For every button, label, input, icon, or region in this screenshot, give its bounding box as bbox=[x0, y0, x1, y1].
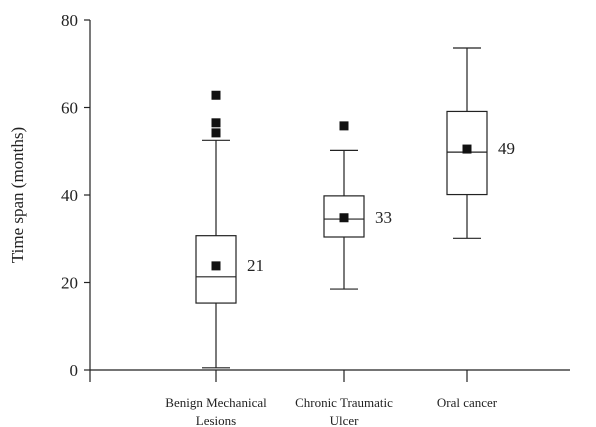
outlier-point bbox=[339, 121, 349, 131]
box-group: 49 bbox=[446, 47, 515, 239]
mean-label: 49 bbox=[498, 139, 515, 158]
x-category-label: Chronic Traumatic bbox=[295, 395, 393, 410]
outlier-point bbox=[211, 118, 221, 128]
y-tick-label: 40 bbox=[61, 186, 78, 205]
x-category-label: Ulcer bbox=[330, 413, 360, 427]
x-category-label: Oral cancer bbox=[437, 395, 498, 410]
mean-marker bbox=[339, 213, 349, 223]
mean-marker bbox=[462, 144, 472, 154]
iqr-box bbox=[323, 195, 365, 238]
y-axis: 0 20 40 60 80 bbox=[61, 11, 91, 380]
y-tick-label: 80 bbox=[61, 11, 78, 30]
y-tick-label: 60 bbox=[61, 99, 78, 118]
mean-label: 33 bbox=[375, 208, 392, 227]
y-tick-label: 0 bbox=[70, 361, 79, 380]
x-axis: Benign Mechanical Lesions Chronic Traumati… bbox=[89, 369, 570, 427]
y-axis-label: Time span (months) bbox=[8, 127, 27, 263]
iqr-box bbox=[195, 235, 237, 304]
x-category-label: Benign Mechanical bbox=[165, 395, 267, 410]
mean-marker bbox=[211, 261, 221, 271]
mean-label: 21 bbox=[247, 256, 264, 275]
boxes-layer: 21 33 49 bbox=[195, 47, 515, 369]
outlier-point bbox=[211, 90, 221, 100]
outlier-point bbox=[211, 128, 221, 138]
box-group: 33 bbox=[323, 121, 392, 290]
y-tick-label: 20 bbox=[61, 274, 78, 293]
x-category-label: Lesions bbox=[196, 413, 236, 427]
iqr-box bbox=[446, 110, 488, 196]
box-group: 21 bbox=[195, 90, 264, 369]
